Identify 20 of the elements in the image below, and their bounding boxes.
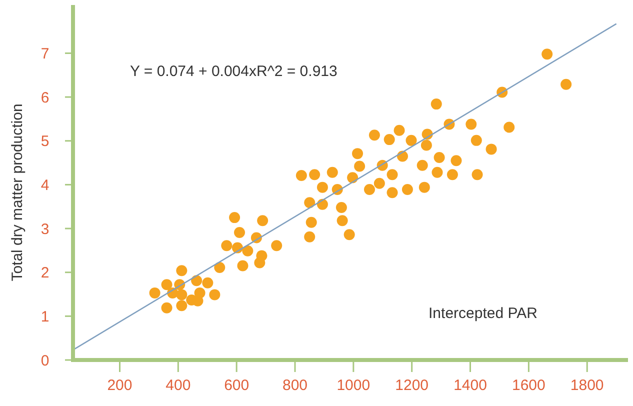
x-tick-label: 800 xyxy=(282,377,308,394)
x-tick-label: 1600 xyxy=(512,377,546,394)
x-tick-label: 600 xyxy=(224,377,250,394)
y-tick-label: 2 xyxy=(40,264,50,282)
x-tick-label: 1800 xyxy=(570,377,604,394)
x-axis-title: Intercepted PAR xyxy=(428,305,538,322)
x-tick-label: 1000 xyxy=(336,377,370,394)
y-tick-label: 0 xyxy=(40,352,50,370)
x-tick-label: 1400 xyxy=(454,377,487,394)
y-tick-label: 7 xyxy=(40,45,50,62)
x-tick-label: 200 xyxy=(107,377,132,394)
x-tick-label: 400 xyxy=(166,377,191,394)
y-tick-label: 4 xyxy=(40,176,50,194)
x-tick-label: 1200 xyxy=(395,377,429,394)
y-tick-label: 3 xyxy=(40,220,50,238)
y-tick-label: 6 xyxy=(40,89,50,106)
y-tick-label: 5 xyxy=(40,133,50,150)
y-axis-title: Total dry matter production xyxy=(9,104,26,282)
y-tick-label: 1 xyxy=(40,308,50,326)
annotation: Y = 0.074 + 0.004xR^2 = 0.913 xyxy=(130,63,338,80)
